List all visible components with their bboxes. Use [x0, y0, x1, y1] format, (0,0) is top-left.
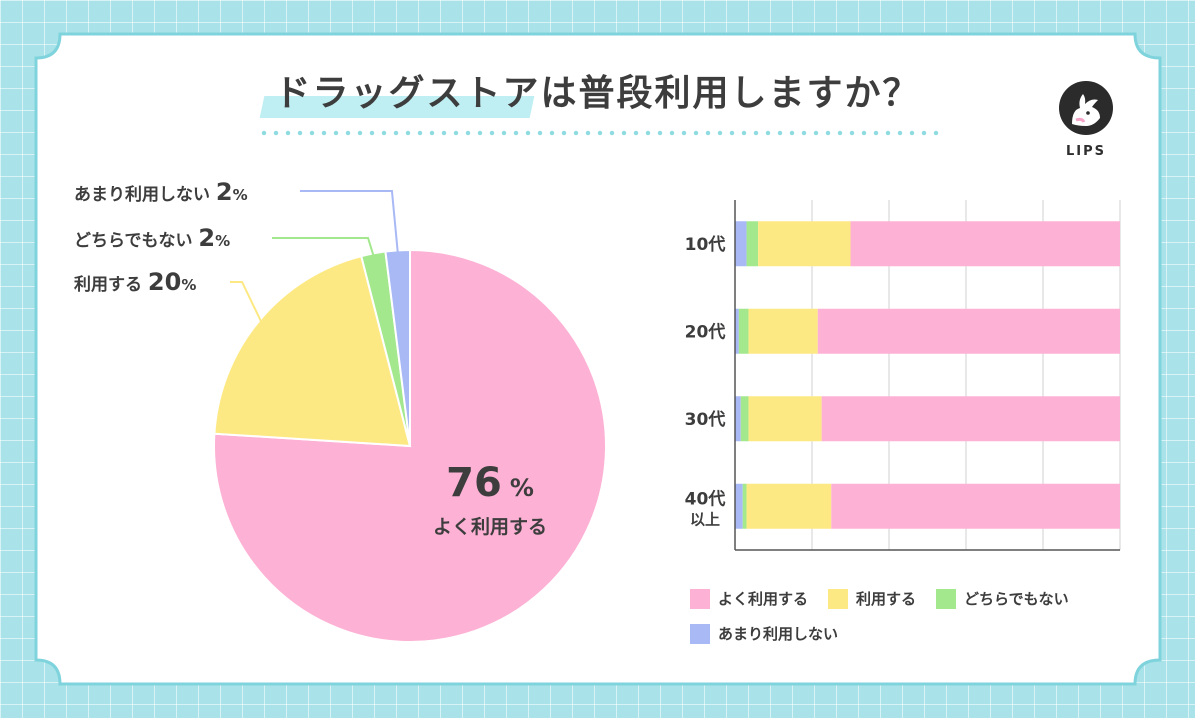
- legend-item: どちらでもない: [936, 588, 1069, 609]
- legend-swatch: [828, 588, 849, 609]
- legend-swatch: [936, 588, 957, 609]
- pie-label-often-unit: %: [509, 474, 534, 502]
- bar-segment-0-0: [735, 221, 747, 267]
- pie-label-rarely-pct: 2: [215, 178, 233, 206]
- leader-rarely: [300, 190, 399, 255]
- bar-segment-3-2: [746, 483, 832, 529]
- legend-swatch: [690, 588, 710, 609]
- pie-label-use-pct: 20: [147, 268, 182, 296]
- legend: よく利用する 利用する どちらでもないあまり利用しない: [690, 588, 1150, 658]
- page-title: ドラッグストアは普段利用しますか？: [274, 73, 921, 114]
- bar-segment-1-1: [738, 308, 749, 354]
- bar-segment-0-1: [746, 221, 759, 267]
- bar-segment-2-3: [821, 396, 1120, 442]
- pie-label-often-name: よく利用する: [432, 516, 547, 538]
- bar-segment-0-3: [850, 221, 1120, 267]
- logo-text: LIPS: [1065, 144, 1106, 159]
- bar-segment-0-2: [758, 221, 851, 267]
- pie-label-neutral-name: どちらでもない: [74, 231, 193, 251]
- bar-segment-3-1: [742, 483, 747, 529]
- legend-item: あまり利用しない: [690, 623, 838, 644]
- bar-category-label: 10代: [685, 234, 726, 255]
- pie-label-use: 利用する 20%: [74, 268, 196, 296]
- bar-segment-3-0: [735, 483, 743, 529]
- pie-label-often: 76% よく利用する: [410, 460, 570, 539]
- leader-use: [230, 281, 263, 325]
- legend-swatch: [690, 623, 710, 644]
- deer-icon: [1059, 81, 1113, 135]
- pie-label-rarely-name: あまり利用しない: [74, 185, 210, 205]
- bar-category-label: 40代以上: [685, 488, 726, 528]
- legend-item: よく利用する: [690, 588, 808, 609]
- pie-label-rarely: あまり利用しない 2%: [74, 178, 248, 206]
- pie-label-neutral: どちらでもない 2%: [74, 224, 230, 252]
- bar-category-label: 30代: [685, 409, 726, 430]
- legend-label: よく利用する: [718, 590, 809, 608]
- legend-label: 利用する: [856, 590, 917, 608]
- pie-label-use-unit: %: [181, 276, 197, 294]
- bar-segment-1-0: [735, 308, 739, 354]
- pie-label-neutral-unit: %: [215, 232, 231, 250]
- legend-label: どちらでもない: [964, 590, 1069, 608]
- pie-slice-1: [213, 254, 412, 448]
- legend-item: 利用する: [828, 588, 916, 609]
- pie-label-neutral-pct: 2: [198, 224, 216, 252]
- bar-segment-3-3: [831, 483, 1120, 529]
- bar-segment-2-0: [735, 396, 741, 442]
- legend-label: あまり利用しない: [718, 625, 839, 643]
- lips-logo: LIPS: [1058, 80, 1114, 159]
- pie-label-rarely-unit: %: [232, 186, 248, 204]
- title-dotted-divider: [258, 130, 940, 136]
- pie-label-often-pct: 76: [446, 460, 502, 506]
- bar-category-label: 20代: [685, 321, 726, 342]
- leader-neutral: [272, 237, 375, 258]
- bar-segment-2-2: [748, 396, 822, 442]
- pie-slice-0: [213, 248, 607, 643]
- bar-segment-1-2: [748, 308, 818, 354]
- pie-label-use-name: 利用する: [74, 275, 142, 295]
- bar-segment-1-3: [817, 308, 1120, 354]
- bar-segment-2-1: [740, 396, 749, 442]
